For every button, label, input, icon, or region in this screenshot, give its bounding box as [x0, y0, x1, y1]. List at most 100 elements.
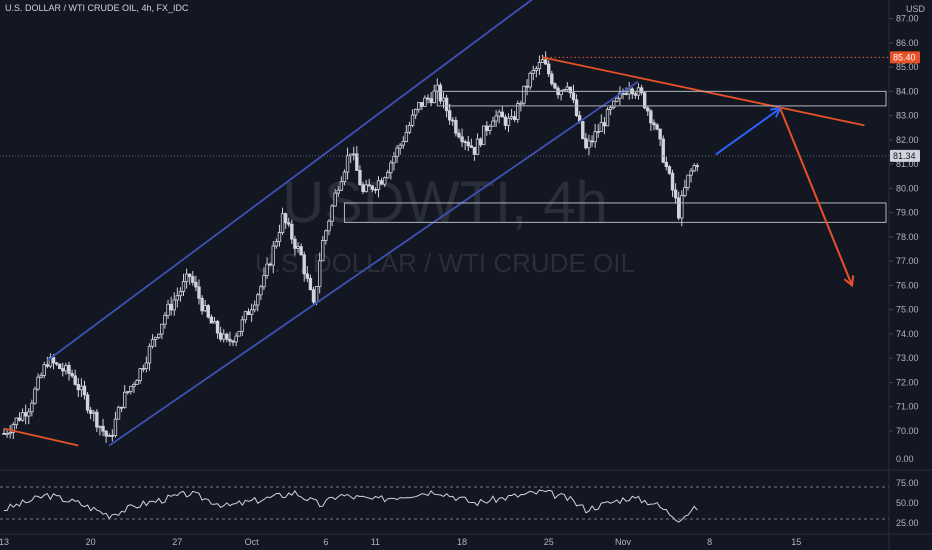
- candle-body: [184, 273, 189, 283]
- candle-body: [107, 435, 111, 437]
- candle-body: [58, 363, 62, 369]
- chart-title: U.S. DOLLAR / WTI CRUDE OIL, 4h, FX_IDC: [5, 3, 189, 13]
- candle-body: [519, 102, 523, 105]
- candle-body: [364, 184, 368, 192]
- price-tick-label: 85.00: [896, 62, 919, 72]
- candle-body: [525, 85, 529, 88]
- candle-body: [64, 365, 68, 372]
- watermark: USDWTI, 4h U.S. DOLLAR / WTI CRUDE OIL: [255, 170, 635, 278]
- candle-body: [373, 188, 378, 191]
- candle-body: [172, 299, 176, 311]
- candle-body: [509, 116, 514, 119]
- candle-body: [581, 121, 585, 139]
- candle-body: [605, 109, 610, 127]
- candle-body: [5, 433, 9, 435]
- candle-body: [169, 303, 173, 311]
- candle-body: [642, 92, 647, 109]
- candle-body: [209, 316, 214, 324]
- candle-body: [683, 187, 687, 196]
- candle-body: [352, 153, 356, 156]
- candle-body: [166, 303, 170, 316]
- candle-body: [20, 412, 25, 421]
- candle-body: [231, 340, 235, 343]
- candle-body: [222, 333, 226, 340]
- candle-body: [268, 263, 272, 266]
- candle-body: [317, 260, 322, 287]
- candle-body: [126, 391, 130, 393]
- drawings: [0, 0, 889, 447]
- candle-body: [277, 232, 282, 242]
- candle-body: [95, 411, 99, 428]
- candle-body: [311, 289, 316, 303]
- candle-body: [547, 63, 551, 75]
- candle-body: [639, 87, 644, 94]
- candle-body: [466, 141, 470, 147]
- currency-label: USD: [906, 4, 926, 14]
- candle-body: [327, 220, 331, 232]
- candle-body: [274, 241, 279, 247]
- candle-body: [262, 275, 266, 288]
- candle-body: [692, 165, 696, 172]
- candle-body: [197, 286, 201, 299]
- price-tick-label: 86.00: [896, 38, 919, 48]
- candle-body: [333, 192, 337, 207]
- candle-body: [265, 263, 269, 276]
- candle-body: [574, 99, 579, 117]
- candle-body: [92, 411, 96, 414]
- candle-body: [287, 222, 291, 225]
- price-tick-label: 87.00: [896, 14, 919, 24]
- candle-body: [667, 166, 672, 174]
- candle-body: [144, 362, 149, 369]
- candle-body: [497, 111, 501, 117]
- candle-body: [407, 124, 412, 133]
- oscillator-tick-label: 25.00: [896, 518, 919, 528]
- candle-body: [435, 84, 439, 92]
- candle-body: [73, 375, 77, 385]
- candle-body: [157, 333, 161, 338]
- candle-body: [472, 146, 477, 155]
- candle-body: [695, 165, 699, 168]
- candle-body: [339, 181, 344, 191]
- candle-body: [447, 110, 452, 121]
- candle-body: [661, 138, 665, 163]
- candle-body: [429, 98, 433, 104]
- candle-body: [39, 374, 43, 378]
- time-tick-label: Nov: [615, 537, 632, 547]
- candle-body: [225, 333, 229, 340]
- candle-body: [404, 131, 409, 142]
- candle-body: [160, 323, 164, 335]
- candle-body: [686, 174, 690, 188]
- candle-body: [587, 140, 591, 149]
- candle-body: [116, 406, 121, 420]
- candle-body: [256, 294, 260, 306]
- candle-body: [553, 83, 557, 89]
- candle-body: [178, 291, 183, 297]
- candle-body: [398, 144, 402, 149]
- time-tick-label: 18: [457, 537, 467, 547]
- oscillator-tick-label: 75.00: [896, 478, 919, 488]
- resistance-zone: [436, 90, 887, 107]
- candle-body: [420, 102, 424, 107]
- price-tick-label: 70.00: [896, 426, 919, 436]
- candle-body: [321, 240, 325, 262]
- candle-body: [11, 424, 15, 433]
- candle-body: [652, 122, 656, 126]
- candle-body: [469, 145, 474, 148]
- candle-body: [302, 254, 306, 275]
- time-tick-label: 20: [86, 537, 96, 547]
- candle-body: [506, 117, 511, 126]
- candle-body: [649, 110, 653, 124]
- candle-body: [491, 120, 495, 127]
- last-price-badge-label: 81.34: [893, 151, 916, 161]
- candle-body: [537, 62, 542, 70]
- candle-body: [141, 368, 145, 370]
- candle-body: [98, 425, 102, 428]
- candle-body: [596, 131, 600, 133]
- candle-body: [290, 223, 294, 240]
- candle-body: [571, 92, 576, 101]
- candle-body: [324, 230, 328, 241]
- candle-body: [531, 70, 535, 74]
- candle-body: [540, 59, 545, 63]
- candle-body: [113, 418, 118, 437]
